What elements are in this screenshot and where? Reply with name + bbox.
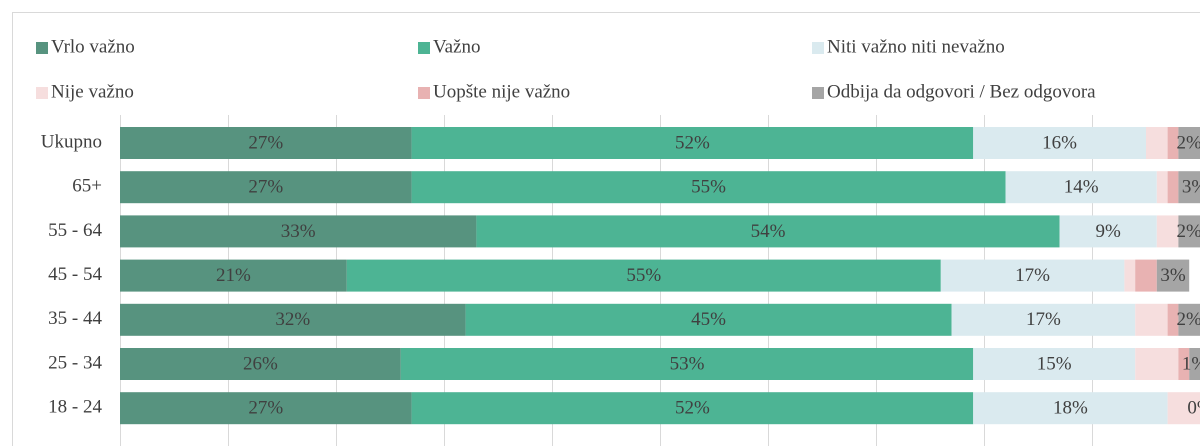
bar-segment [120,392,412,425]
bar-segment [940,259,1125,292]
bar-segment [1167,171,1179,204]
bar-segment [1059,215,1157,248]
legend-label: Nije važno [51,81,134,102]
data-label: 45% [691,309,726,330]
legend-swatch [36,42,48,54]
legend-label: Uopšte nije važno [433,81,570,102]
bar-segment [1178,171,1200,204]
bar-segment [1146,127,1168,159]
bar-segment [120,259,347,292]
bar-segment [1189,348,1200,380]
bar-segment [120,215,477,248]
bar-segment [1178,303,1200,336]
bar-segment [120,303,466,336]
bar-segment [1156,259,1190,292]
bar-segment [1124,259,1136,292]
bar-segment [411,127,974,159]
data-label: 9% [1096,221,1122,242]
data-label: 33% [281,221,316,242]
bar-segment [951,303,1136,336]
data-label: 55% [691,177,726,198]
bar-segment [400,348,974,380]
data-label: 16% [1042,132,1077,153]
y-tick-label: 55 - 64 [48,220,102,241]
bar-segment [973,348,1136,380]
bar-segment [1156,171,1168,204]
data-label: 27% [248,398,283,419]
bar-segment [1156,215,1179,248]
data-label: 1% [1182,353,1200,374]
data-label: 3% [1160,265,1186,286]
legend-label: Vrlo važno [51,36,135,57]
data-label: 32% [275,309,310,330]
legend-swatch [812,87,824,99]
y-tick-label: 65+ [72,176,102,197]
bar-segment [1167,127,1179,159]
bar-segment [1178,215,1200,248]
data-label: 0% [1187,398,1200,419]
legend-swatch [418,42,430,54]
data-label: 27% [248,177,283,198]
data-label: 2% [1177,221,1200,242]
data-label: 27% [248,132,283,153]
data-label: 17% [1026,309,1061,330]
legend-label: Niti važno niti nevažno [827,36,1005,57]
bar-segment [1167,392,1200,425]
data-label: 26% [243,353,278,374]
legend-swatch [418,87,430,99]
data-label: 54% [751,221,786,242]
data-label: 18% [1053,398,1088,419]
bar-segment [973,127,1146,159]
bar-segment [1005,171,1157,204]
bar-segment [1135,303,1168,336]
bar-segment [120,127,412,159]
y-tick-label: 45 - 54 [48,264,102,285]
bar-segment [1135,348,1179,380]
data-label: 2% [1177,132,1200,153]
y-tick-label: 35 - 44 [48,308,102,329]
y-tick-label: 25 - 34 [48,352,102,373]
bar-segment [973,392,1168,425]
y-tick-label: 18 - 24 [48,397,102,418]
legend-swatch [36,87,48,99]
chart-frame [12,12,1200,446]
bar-segment [1178,348,1190,380]
data-label: 52% [675,132,710,153]
bar-segment [1135,259,1157,292]
y-tick-label: Ukupno [41,131,102,152]
bar-segment [1178,127,1200,159]
bar-segment [346,259,941,292]
data-label: 52% [675,398,710,419]
bar-segment [120,348,401,380]
bar-segment [411,392,974,425]
data-label: 2% [1177,309,1200,330]
bar-segment [411,171,1006,204]
bar-segment [1167,303,1179,336]
bar-segment [465,303,952,336]
data-label: 15% [1037,353,1072,374]
bar-segment [476,215,1060,248]
legend-label: Odbija da odgovori / Bez odgovora [827,81,1096,102]
legend-swatch [812,42,824,54]
data-label: 53% [670,353,705,374]
bar-segment [120,171,412,204]
data-label: 14% [1064,177,1099,198]
data-label: 21% [216,265,251,286]
data-label: 3% [1182,177,1200,198]
data-label: 17% [1015,265,1050,286]
legend-label: Važno [433,36,480,57]
data-label: 55% [626,265,661,286]
